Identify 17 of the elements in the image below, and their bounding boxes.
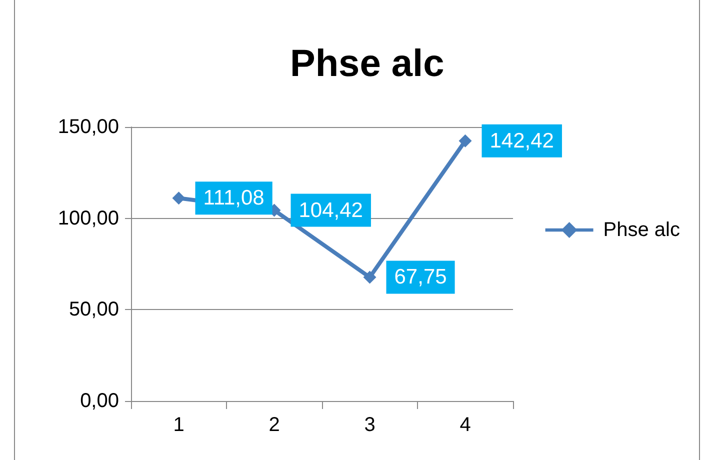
legend-label: Phse alc (603, 219, 680, 241)
y-tick-label: 150,00 (58, 116, 119, 138)
x-tick-label: 4 (460, 414, 471, 436)
x-tick-label: 2 (268, 414, 280, 436)
chart-title: Phse alc (290, 43, 444, 85)
data-label: 142,42 (490, 129, 554, 152)
point (172, 192, 186, 205)
point (458, 134, 472, 148)
x-tick-label: 3 (364, 414, 376, 436)
y-tick-label: 100,00 (58, 207, 119, 230)
y-tick-label: 50,00 (68, 298, 119, 321)
data-label: 67,75 (394, 266, 447, 289)
data-label: 111,08 (203, 186, 264, 210)
x-tick-label: 1 (173, 414, 184, 436)
y-tick-label: 0,00 (80, 390, 119, 412)
point (363, 270, 376, 284)
data-label: 104,42 (298, 198, 363, 222)
